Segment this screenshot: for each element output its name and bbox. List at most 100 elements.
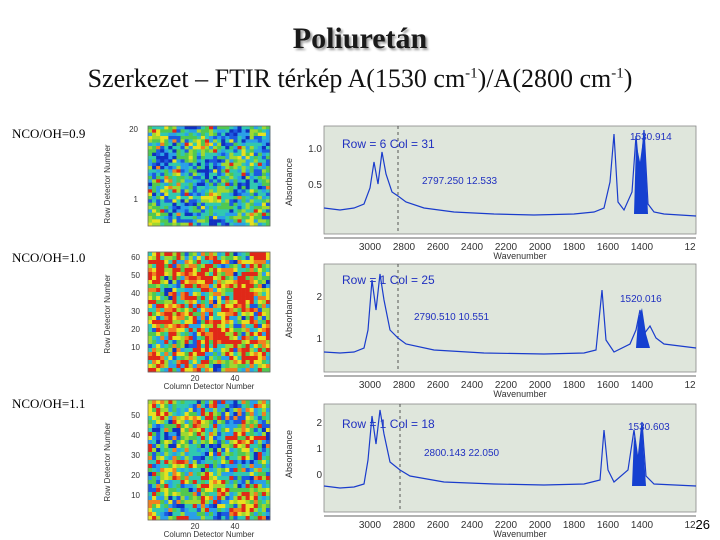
heatmap-cell — [200, 149, 206, 153]
heatmap-cell — [192, 166, 198, 170]
heatmap-cell — [156, 172, 161, 177]
heatmap-cell — [241, 296, 246, 301]
heatmap-cell — [204, 129, 210, 133]
heatmap-cell — [253, 136, 259, 140]
heatmap-cell — [192, 336, 198, 341]
heatmap-cell — [257, 352, 263, 357]
heatmap-cell — [184, 516, 189, 521]
heatmap-cell — [196, 424, 202, 429]
heatmap-cell — [249, 400, 255, 405]
heatmap-cell — [237, 360, 242, 365]
heatmap-cell — [180, 476, 185, 481]
heatmap-cell — [257, 328, 263, 333]
heatmap-cell — [229, 484, 234, 489]
heatmap-cell — [217, 166, 222, 170]
heatmap-cell — [176, 256, 181, 261]
heatmap-cell — [241, 252, 246, 257]
heatmap-cell — [225, 424, 230, 429]
heatmap-cell — [168, 492, 173, 497]
heatmap-cell — [204, 324, 210, 329]
heatmap-cell — [188, 412, 194, 417]
heatmap-cell — [176, 260, 181, 265]
heatmap-cell — [168, 500, 173, 505]
heatmap-cell — [225, 432, 230, 437]
heatmap-cell — [184, 460, 189, 465]
heatmap-cell — [152, 206, 157, 210]
heatmap-cell — [152, 264, 157, 269]
heatmap-cell — [221, 192, 226, 197]
heatmap-cell — [152, 152, 157, 157]
heatmap-cell — [180, 264, 185, 269]
heatmap-cell — [225, 292, 230, 297]
heatmap-cell — [184, 492, 189, 497]
heatmap-cell — [261, 139, 267, 143]
heatmap-cell — [200, 464, 206, 469]
heatmap-cell — [168, 176, 173, 180]
heatmap-cell — [184, 452, 189, 457]
heatmap-cell — [233, 444, 238, 449]
heatmap-cell — [253, 516, 259, 521]
heatmap-cell — [188, 176, 194, 180]
heatmap-cell — [217, 212, 222, 217]
heatmap-cell — [180, 182, 185, 187]
heatmap-cell — [172, 492, 177, 497]
heatmap-cell — [245, 159, 250, 163]
heatmap-cell — [180, 480, 185, 485]
heatmap-cell — [156, 189, 161, 193]
heatmap-cell — [225, 408, 230, 413]
heatmap-cell — [265, 252, 271, 257]
heatmap-cell — [160, 182, 165, 187]
heatmap-cell — [257, 308, 263, 313]
heatmap-cell — [148, 169, 153, 173]
heatmap-cell — [241, 162, 246, 167]
heatmap-cell — [213, 312, 218, 317]
heatmap-cell — [233, 504, 238, 509]
heatmap-cell — [209, 364, 214, 369]
heatmap-cell — [253, 508, 259, 513]
heatmap-cell — [265, 408, 271, 413]
heatmap-cell — [229, 460, 234, 465]
heatmap-cell — [156, 219, 161, 223]
heatmap-cell — [160, 316, 165, 321]
heatmap-cell — [160, 288, 165, 293]
heatmap-cell — [200, 328, 206, 333]
heatmap-cell — [156, 412, 161, 417]
heatmap-cell — [241, 202, 246, 207]
heatmap-cell — [237, 219, 242, 223]
heatmap-cell — [164, 308, 169, 313]
heatmap-cell — [261, 169, 267, 173]
heatmap-cell — [176, 132, 181, 137]
heatmap-cell — [188, 504, 194, 509]
svg-text:2800.143 22.050: 2800.143 22.050 — [424, 448, 500, 459]
heatmap-cell — [217, 276, 222, 281]
heatmap-cell — [229, 192, 234, 197]
heatmap-cell — [156, 288, 161, 293]
heatmap-cell — [261, 404, 267, 409]
heatmap-cell — [249, 189, 255, 193]
heatmap-cell — [180, 324, 185, 329]
heatmap-cell — [152, 420, 157, 425]
heatmap-cell — [241, 139, 246, 143]
heatmap-cell — [152, 492, 157, 497]
heatmap-cell — [237, 416, 242, 421]
heatmap-cell — [241, 408, 246, 413]
heatmap-cell — [257, 212, 263, 217]
heatmap-cell — [164, 284, 169, 289]
heatmap-cell — [229, 252, 234, 257]
heatmap-cell — [265, 192, 271, 197]
heatmap-cell — [249, 296, 255, 301]
heatmap-cell — [225, 196, 230, 200]
heatmap-cell — [245, 172, 250, 177]
heatmap-cell — [257, 324, 263, 329]
svg-text:Row Detector Number: Row Detector Number — [103, 274, 112, 353]
heatmap-cell — [160, 468, 165, 473]
heatmap-cell — [188, 492, 194, 497]
heatmap-cell — [164, 440, 169, 445]
heatmap-cell — [192, 284, 198, 289]
heatmap-cell — [217, 199, 222, 203]
heatmap-cell — [180, 129, 185, 133]
heatmap-cell — [257, 300, 263, 305]
heatmap-cell — [164, 428, 169, 433]
heatmap-cell — [176, 444, 181, 449]
heatmap-cell — [180, 276, 185, 281]
